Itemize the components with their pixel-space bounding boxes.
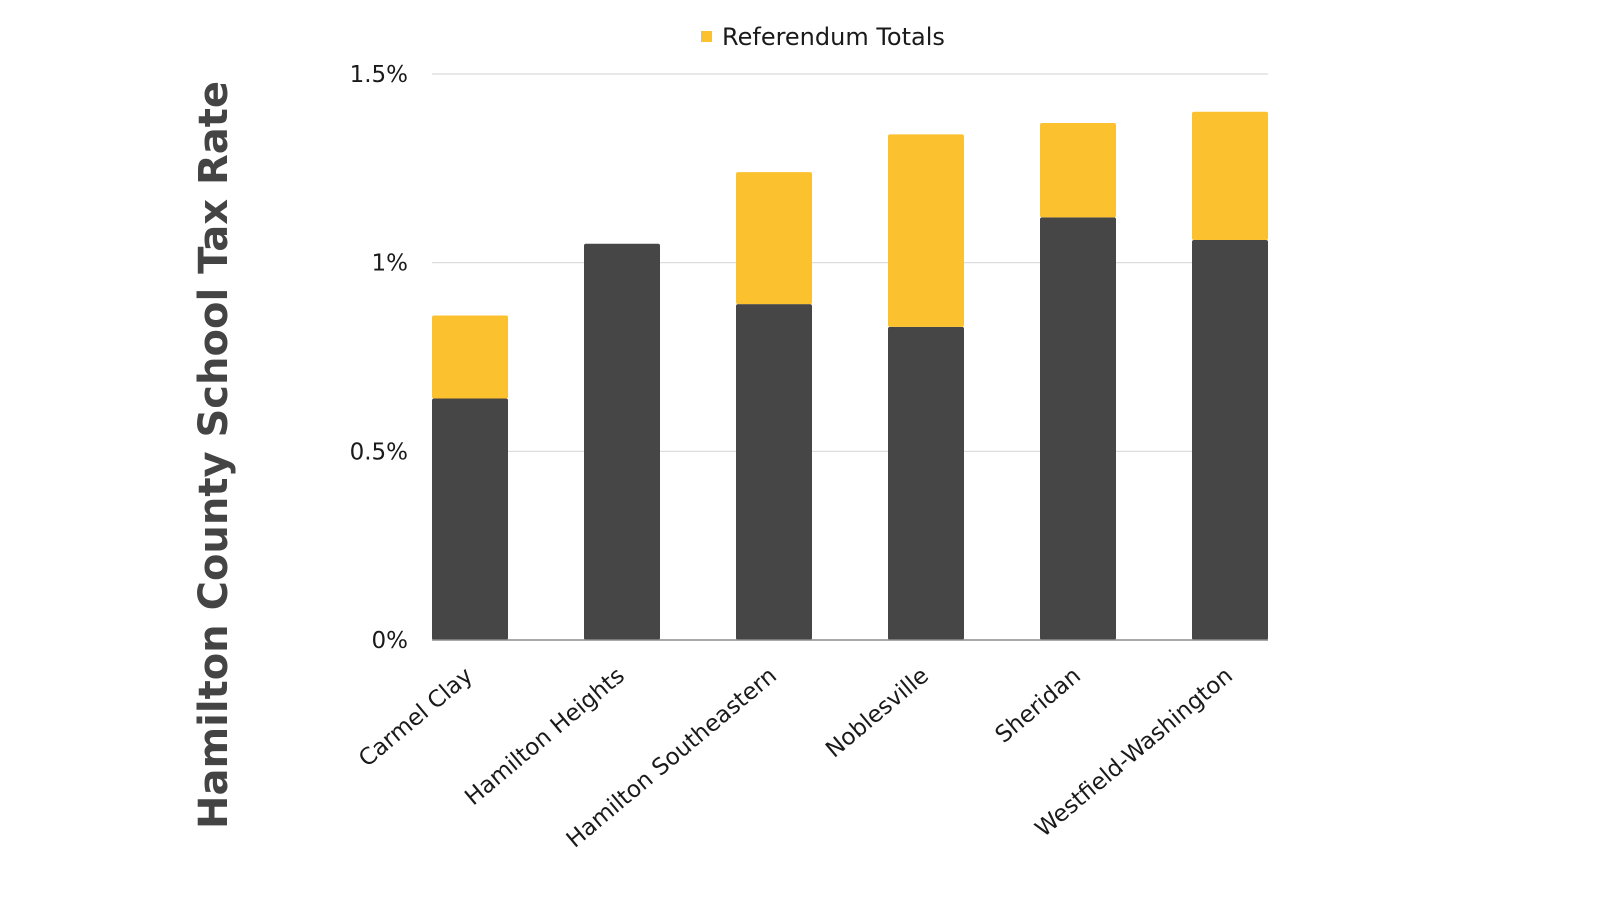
bar-base-0 — [432, 398, 508, 640]
legend-swatch-referendum — [701, 31, 712, 42]
legend: Referendum Totals — [701, 23, 945, 51]
bar-base-2 — [736, 304, 812, 640]
y-axis-label: Hamilton County School Tax Rate — [191, 81, 237, 829]
bar-base-1 — [584, 243, 660, 641]
bar-base-3 — [888, 326, 964, 640]
x-tick-label-0: Carmel Clay — [354, 663, 478, 773]
bar-referendum-5 — [1192, 111, 1268, 241]
legend-label-referendum: Referendum Totals — [722, 23, 945, 51]
y-tick-label-3: 1.5% — [350, 62, 408, 88]
bar-referendum-2 — [736, 172, 812, 305]
bar-base-5 — [1192, 240, 1268, 640]
bars — [432, 111, 1268, 641]
bar-referendum-3 — [888, 134, 964, 327]
x-tick-label-1: Hamilton Heights — [460, 663, 630, 811]
grid-lines — [432, 73, 1268, 452]
bar-referendum-0 — [432, 315, 508, 399]
bar-referendum-4 — [1040, 123, 1116, 218]
x-tick-label-4: Sheridan — [991, 663, 1086, 749]
bar-base-4 — [1040, 217, 1116, 641]
y-tick-label-2: 1% — [372, 251, 409, 277]
x-tick-label-3: Noblesville — [821, 663, 934, 763]
y-tick-label-1: 0.5% — [350, 439, 408, 465]
y-tick-label-0: 0% — [372, 628, 409, 654]
